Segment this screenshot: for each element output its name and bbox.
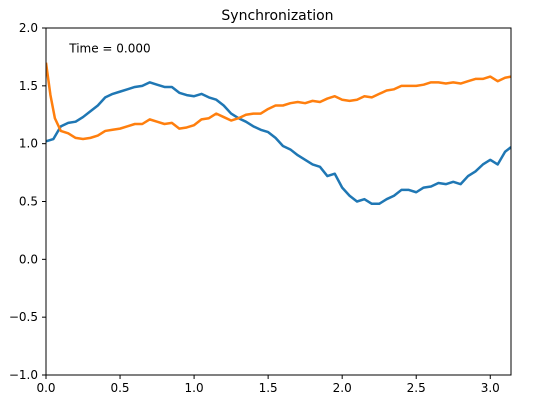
y-tick-label: 1.0 bbox=[19, 137, 38, 151]
y-tick-label: −0.5 bbox=[9, 310, 38, 324]
x-tick-label: 2.0 bbox=[333, 381, 352, 395]
x-tick-label: 0.5 bbox=[110, 381, 129, 395]
y-tick-label: 0.0 bbox=[19, 252, 38, 266]
x-tick-label: 1.0 bbox=[185, 381, 204, 395]
time-annotation: Time = 0.000 bbox=[68, 41, 150, 55]
x-tick-label: 0.0 bbox=[36, 381, 55, 395]
x-tick-label: 3.0 bbox=[481, 381, 500, 395]
y-tick-label: 1.5 bbox=[19, 79, 38, 93]
x-tick-label: 2.5 bbox=[407, 381, 426, 395]
chart-title: Synchronization bbox=[221, 8, 333, 24]
axes-frame bbox=[45, 27, 512, 376]
y-tick-label: 2.0 bbox=[19, 21, 38, 35]
plot-area: 0.0 0.5 1.0 1.5 2.0 2.5 3.0 −1.0 −0.5 0.0 0.5 1.0 1.… bbox=[9, 21, 512, 395]
series-line-1 bbox=[46, 81, 511, 206]
y-tick-label: 0.5 bbox=[19, 195, 38, 209]
x-tick-label: 1.5 bbox=[259, 381, 278, 395]
series-line-2 bbox=[46, 62, 511, 141]
y-tick-label: −1.0 bbox=[9, 368, 38, 382]
